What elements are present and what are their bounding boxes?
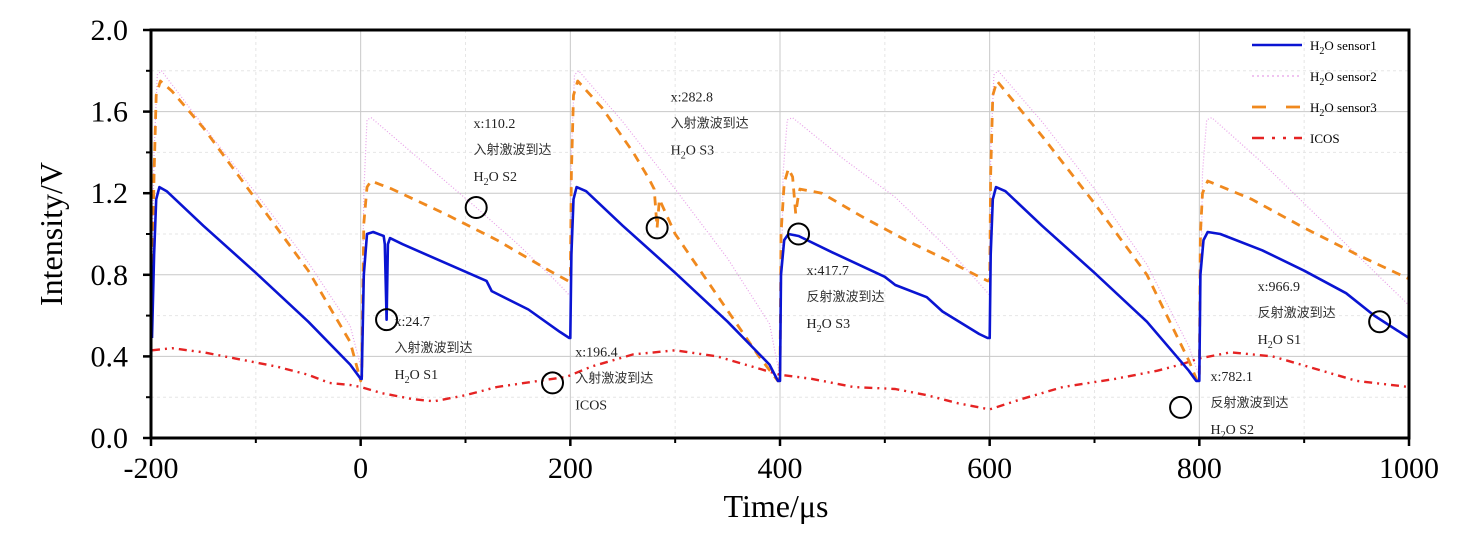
annotation-event-label: 反射激波到达 xyxy=(807,289,885,305)
x-axis-title: Time/μs xyxy=(724,488,829,524)
x-tick-label: 400 xyxy=(758,452,803,485)
annotation: x:782.1 反射激波到达 H2O S2 xyxy=(1169,370,1288,441)
y-tick-label: 1.6 xyxy=(91,96,129,129)
legend-label: H2O sensor2 xyxy=(1310,69,1377,88)
annotation-marker xyxy=(541,371,565,395)
annotation-sensor-label: H2O S2 xyxy=(474,170,518,188)
y-tick-label: 0.0 xyxy=(91,422,129,455)
annotation-sensor-label: H2O S2 xyxy=(1210,423,1254,441)
annotation-event-label: 入射激波到达 xyxy=(474,142,552,158)
legend-label: ICOS xyxy=(1310,131,1340,146)
x-axis-ticks: -200 0 200 400 600 800 1000 xyxy=(124,438,1439,485)
annotation-marker xyxy=(787,222,811,246)
annotation: x:417.7 反射激波到达 H2O S3 xyxy=(787,222,885,335)
legend: H2O sensor1 H2O sensor2 H2O sensor3 ICOS xyxy=(1252,38,1377,146)
annotation-event-label: 入射激波到达 xyxy=(395,340,473,356)
y-axis-title: Intensity/V xyxy=(33,162,69,306)
annotation-x-label: x:24.7 xyxy=(395,315,430,330)
series-line-h2o-sensor1 xyxy=(150,185,1410,383)
annotation-x-label: x:282.8 xyxy=(671,90,713,105)
annotation-event-label: 入射激波到达 xyxy=(671,115,749,131)
legend-item: H2O sensor1 xyxy=(1252,38,1377,57)
x-tick-label: -200 xyxy=(124,452,179,485)
annotation-marker xyxy=(1169,395,1193,419)
annotation: x:196.4 入射激波到达 ICOS xyxy=(541,345,653,413)
legend-item: H2O sensor2 xyxy=(1252,69,1377,88)
y-tick-label: 0.4 xyxy=(91,340,129,373)
x-tick-label: 600 xyxy=(967,452,1012,485)
annotation-sensor-label: H2O S1 xyxy=(1258,333,1302,351)
annotation: x:966.9 反射激波到达 H2O S1 xyxy=(1258,280,1392,351)
x-tick-label: 0 xyxy=(353,452,368,485)
x-tick-label: 800 xyxy=(1177,452,1222,485)
annotation-sensor-label: H2O S1 xyxy=(395,368,439,386)
annotation: x:24.7 入射激波到达 H2O S1 xyxy=(375,308,473,386)
annotation-marker xyxy=(464,195,488,219)
annotation-event-label: 入射激波到达 xyxy=(575,370,653,386)
annotation-x-label: x:966.9 xyxy=(1258,280,1300,295)
annotation-event-label: 反射激波到达 xyxy=(1210,395,1288,411)
annotation-sensor-label: H2O S3 xyxy=(671,143,715,161)
annotation-marker xyxy=(645,216,669,240)
annotation-marker xyxy=(375,308,399,332)
x-tick-label: 1000 xyxy=(1379,452,1439,485)
annotation-sensor-label: ICOS xyxy=(575,398,607,413)
annotation: x:282.8 入射激波到达 H2O S3 xyxy=(645,90,749,240)
legend-item: ICOS xyxy=(1252,131,1340,146)
annotation-marker xyxy=(1368,310,1392,334)
annotation: x:110.2 入射激波到达 H2O S2 xyxy=(464,117,552,219)
annotation-x-label: x:196.4 xyxy=(575,345,617,360)
annotation-x-label: x:417.7 xyxy=(807,264,849,279)
annotation-x-label: x:782.1 xyxy=(1210,370,1252,385)
series-layer xyxy=(150,70,1410,411)
x-tick-label: 200 xyxy=(548,452,593,485)
y-tick-label: 0.8 xyxy=(91,259,129,292)
annotation-sensor-label: H2O S3 xyxy=(807,317,851,335)
annotation-x-label: x:110.2 xyxy=(474,117,516,132)
legend-label: H2O sensor1 xyxy=(1310,38,1377,57)
y-axis-ticks: 0.0 0.4 0.8 1.2 1.6 2.0 xyxy=(91,14,151,455)
y-tick-label: 1.2 xyxy=(91,177,129,210)
legend-item: H2O sensor3 xyxy=(1252,100,1377,119)
annotation-event-label: 反射激波到达 xyxy=(1258,305,1336,321)
legend-label: H2O sensor3 xyxy=(1310,100,1377,119)
y-tick-label: 2.0 xyxy=(91,14,129,47)
